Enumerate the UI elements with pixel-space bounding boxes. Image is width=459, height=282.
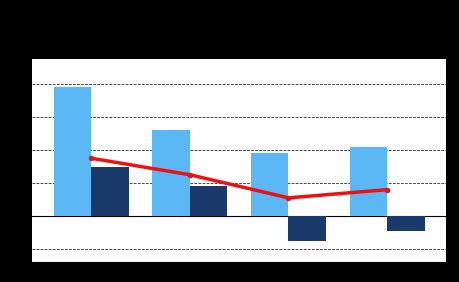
Bar	[91, 166, 129, 216]
Bar	[349, 147, 386, 216]
Bar	[386, 216, 424, 231]
Bar	[54, 87, 91, 216]
Bar	[190, 186, 227, 216]
Bar	[152, 130, 190, 216]
Bar	[288, 216, 325, 241]
Bar	[251, 153, 288, 216]
